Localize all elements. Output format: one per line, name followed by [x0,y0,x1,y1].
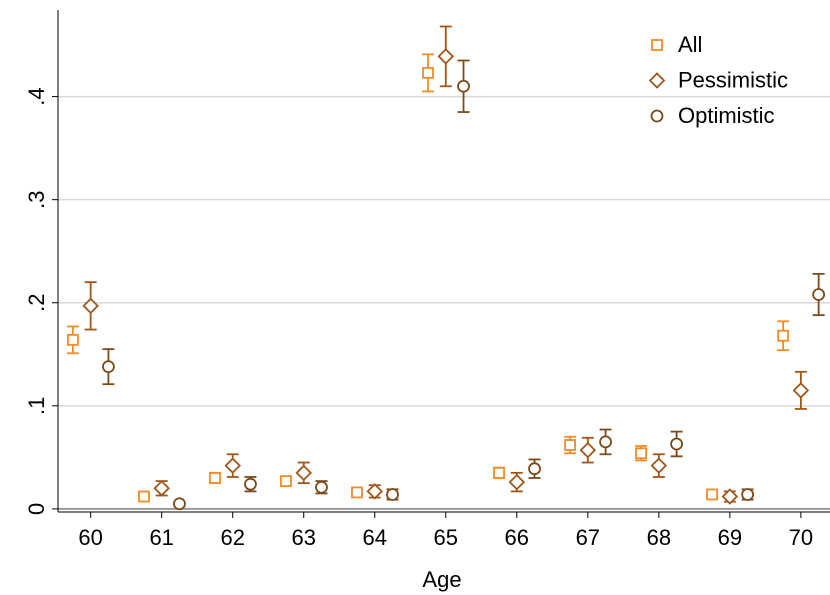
point [706,488,719,501]
x-tick-label: 65 [434,525,458,550]
point [437,48,455,65]
point [153,480,170,497]
x-tick-label: 64 [363,525,387,550]
point [564,439,576,451]
y-tick-label: .4 [24,87,49,105]
point [599,435,612,449]
x-tick-label: 69 [718,525,742,550]
point [366,483,384,500]
point [224,457,241,474]
x-tick-label: 62 [220,525,244,550]
point [741,488,755,501]
legend-label: All [678,32,702,57]
point [67,333,79,346]
point [173,497,186,511]
x-tick-label: 70 [789,525,813,550]
point [457,79,470,93]
point [102,360,115,374]
x-axis-label: Age [422,567,461,592]
y-tick-label: .1 [24,397,49,415]
y-tick-label: .3 [24,190,49,208]
point [650,457,668,474]
point [508,473,526,491]
point [777,329,790,342]
point [493,466,505,479]
point [579,441,597,459]
x-tick-label: 66 [505,525,529,550]
legend-marker [651,39,663,51]
point [792,382,810,399]
point [386,488,399,501]
y-tick-label: 0 [24,503,49,515]
point [315,480,328,494]
legend-marker [650,109,664,123]
point [351,486,363,499]
x-tick-label: 61 [149,525,173,550]
legend-label: Optimistic [678,103,775,128]
point [244,477,257,491]
x-tick-label: 63 [291,525,315,550]
point [138,490,150,503]
point [812,288,826,301]
point [209,472,221,484]
legend-marker [648,72,666,89]
point [280,475,292,487]
x-tick-label: 60 [78,525,102,550]
point [422,66,434,79]
point [82,297,99,315]
point [670,437,683,451]
point [295,464,313,482]
legend-label: Pessimistic [678,67,788,92]
x-tick-label: 67 [576,525,600,550]
x-tick-label: 68 [647,525,671,550]
y-tick-label: .2 [24,294,49,312]
point [528,462,541,476]
point [721,488,739,505]
point [635,447,647,460]
